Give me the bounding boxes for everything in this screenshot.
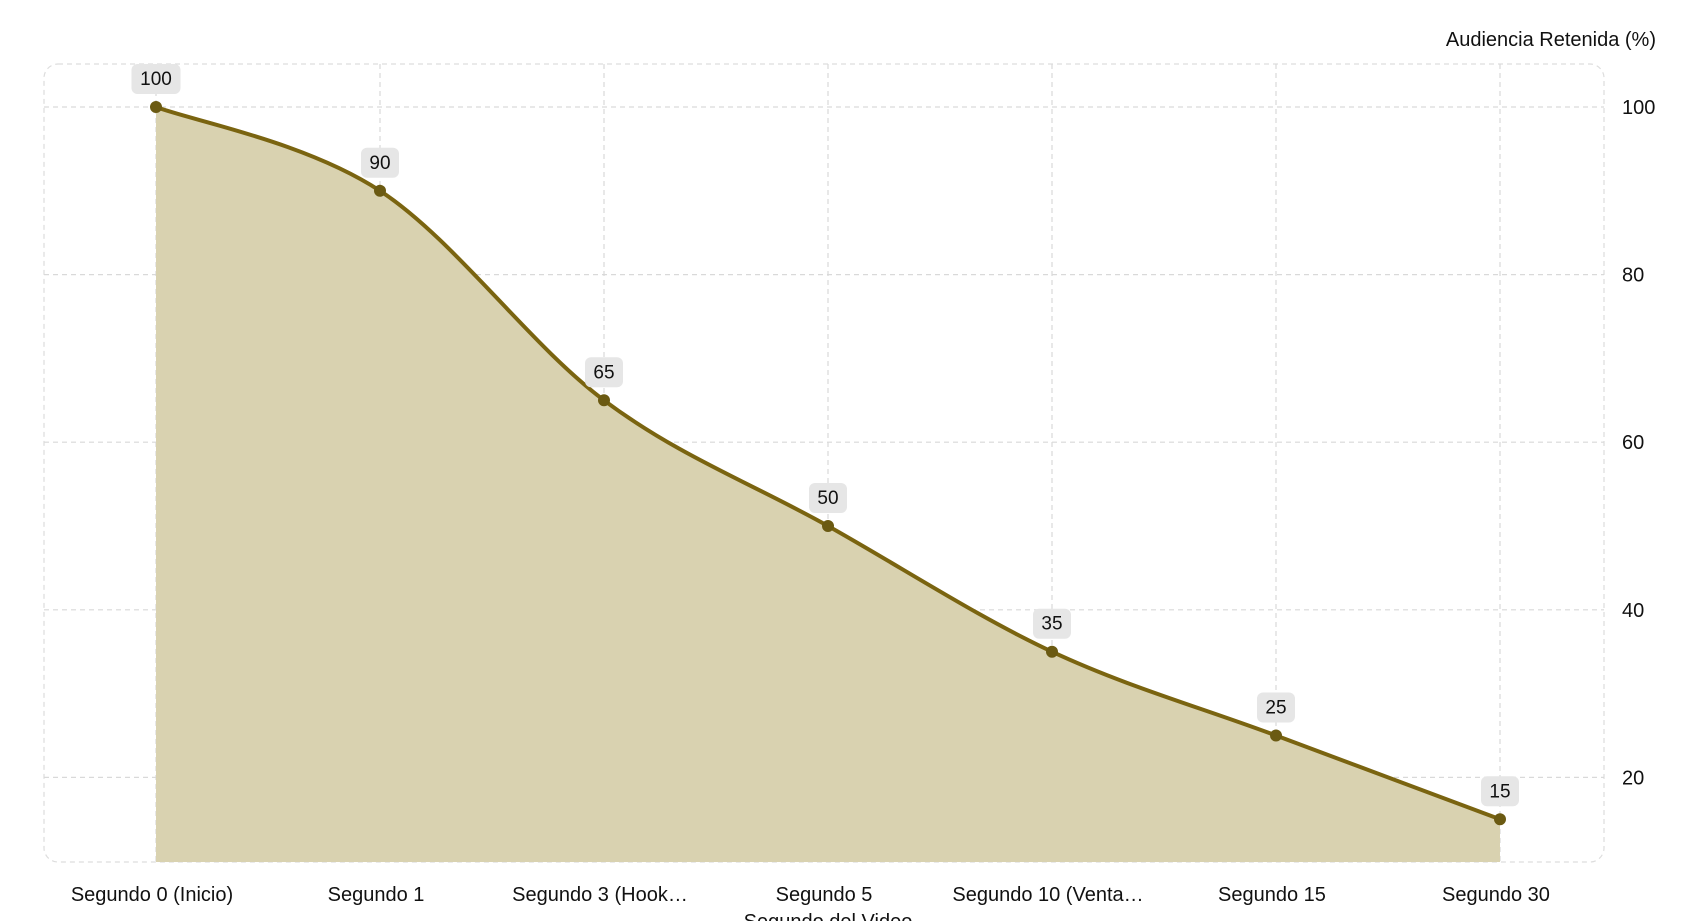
y-tick-label: 20 <box>1622 767 1644 789</box>
x-tick-label: Segundo 1 <box>328 884 425 906</box>
data-labels: 100 90 65 50 35 25 15 <box>131 64 1519 807</box>
data-label: 65 <box>593 362 614 383</box>
data-label-bg <box>1033 608 1071 639</box>
data-label: 35 <box>1041 614 1062 635</box>
y-axis-ticks: 20 40 60 80 100 <box>1622 97 1655 789</box>
data-label-bg <box>131 64 181 94</box>
data-label-bg <box>809 483 847 513</box>
data-label: 15 <box>1489 781 1510 802</box>
data-label: 100 <box>140 69 172 90</box>
x-tick-label: Segundo 5 <box>776 884 873 906</box>
y-tick-label: 60 <box>1622 432 1644 454</box>
data-label: 25 <box>1265 698 1286 719</box>
data-label-bg <box>361 147 399 178</box>
markers <box>150 101 1506 826</box>
y-tick-label: 100 <box>1622 97 1655 119</box>
x-tick-label: Segundo 3 (Hook… <box>512 884 688 906</box>
data-point <box>1270 729 1282 742</box>
y-tick-label: 40 <box>1622 600 1644 622</box>
x-axis-title: Segundo del Video <box>744 911 913 921</box>
data-label: 90 <box>369 153 390 174</box>
y-axis-title: Audiencia Retenida (%) <box>1446 29 1656 51</box>
data-point <box>374 184 386 197</box>
data-label: 50 <box>817 488 838 509</box>
y-tick-label: 80 <box>1622 265 1644 287</box>
data-label-bg <box>1481 776 1519 807</box>
data-point <box>150 101 162 113</box>
x-axis-ticks: Segundo 0 (Inicio) Segundo 1 Segundo 3 (Ho… <box>71 884 1550 906</box>
data-label-bg <box>1257 692 1295 723</box>
data-point <box>1494 813 1506 826</box>
x-tick-label: Segundo 15 <box>1218 884 1326 906</box>
data-label-bg <box>585 357 623 388</box>
data-point <box>822 520 834 532</box>
x-tick-label: Segundo 30 <box>1442 884 1550 906</box>
plot-frame <box>43 63 1605 863</box>
data-point <box>598 394 610 407</box>
data-point <box>1046 645 1058 658</box>
x-tick-label: Segundo 0 (Inicio) <box>71 884 233 906</box>
x-tick-label: Segundo 10 (Venta… <box>952 884 1143 906</box>
